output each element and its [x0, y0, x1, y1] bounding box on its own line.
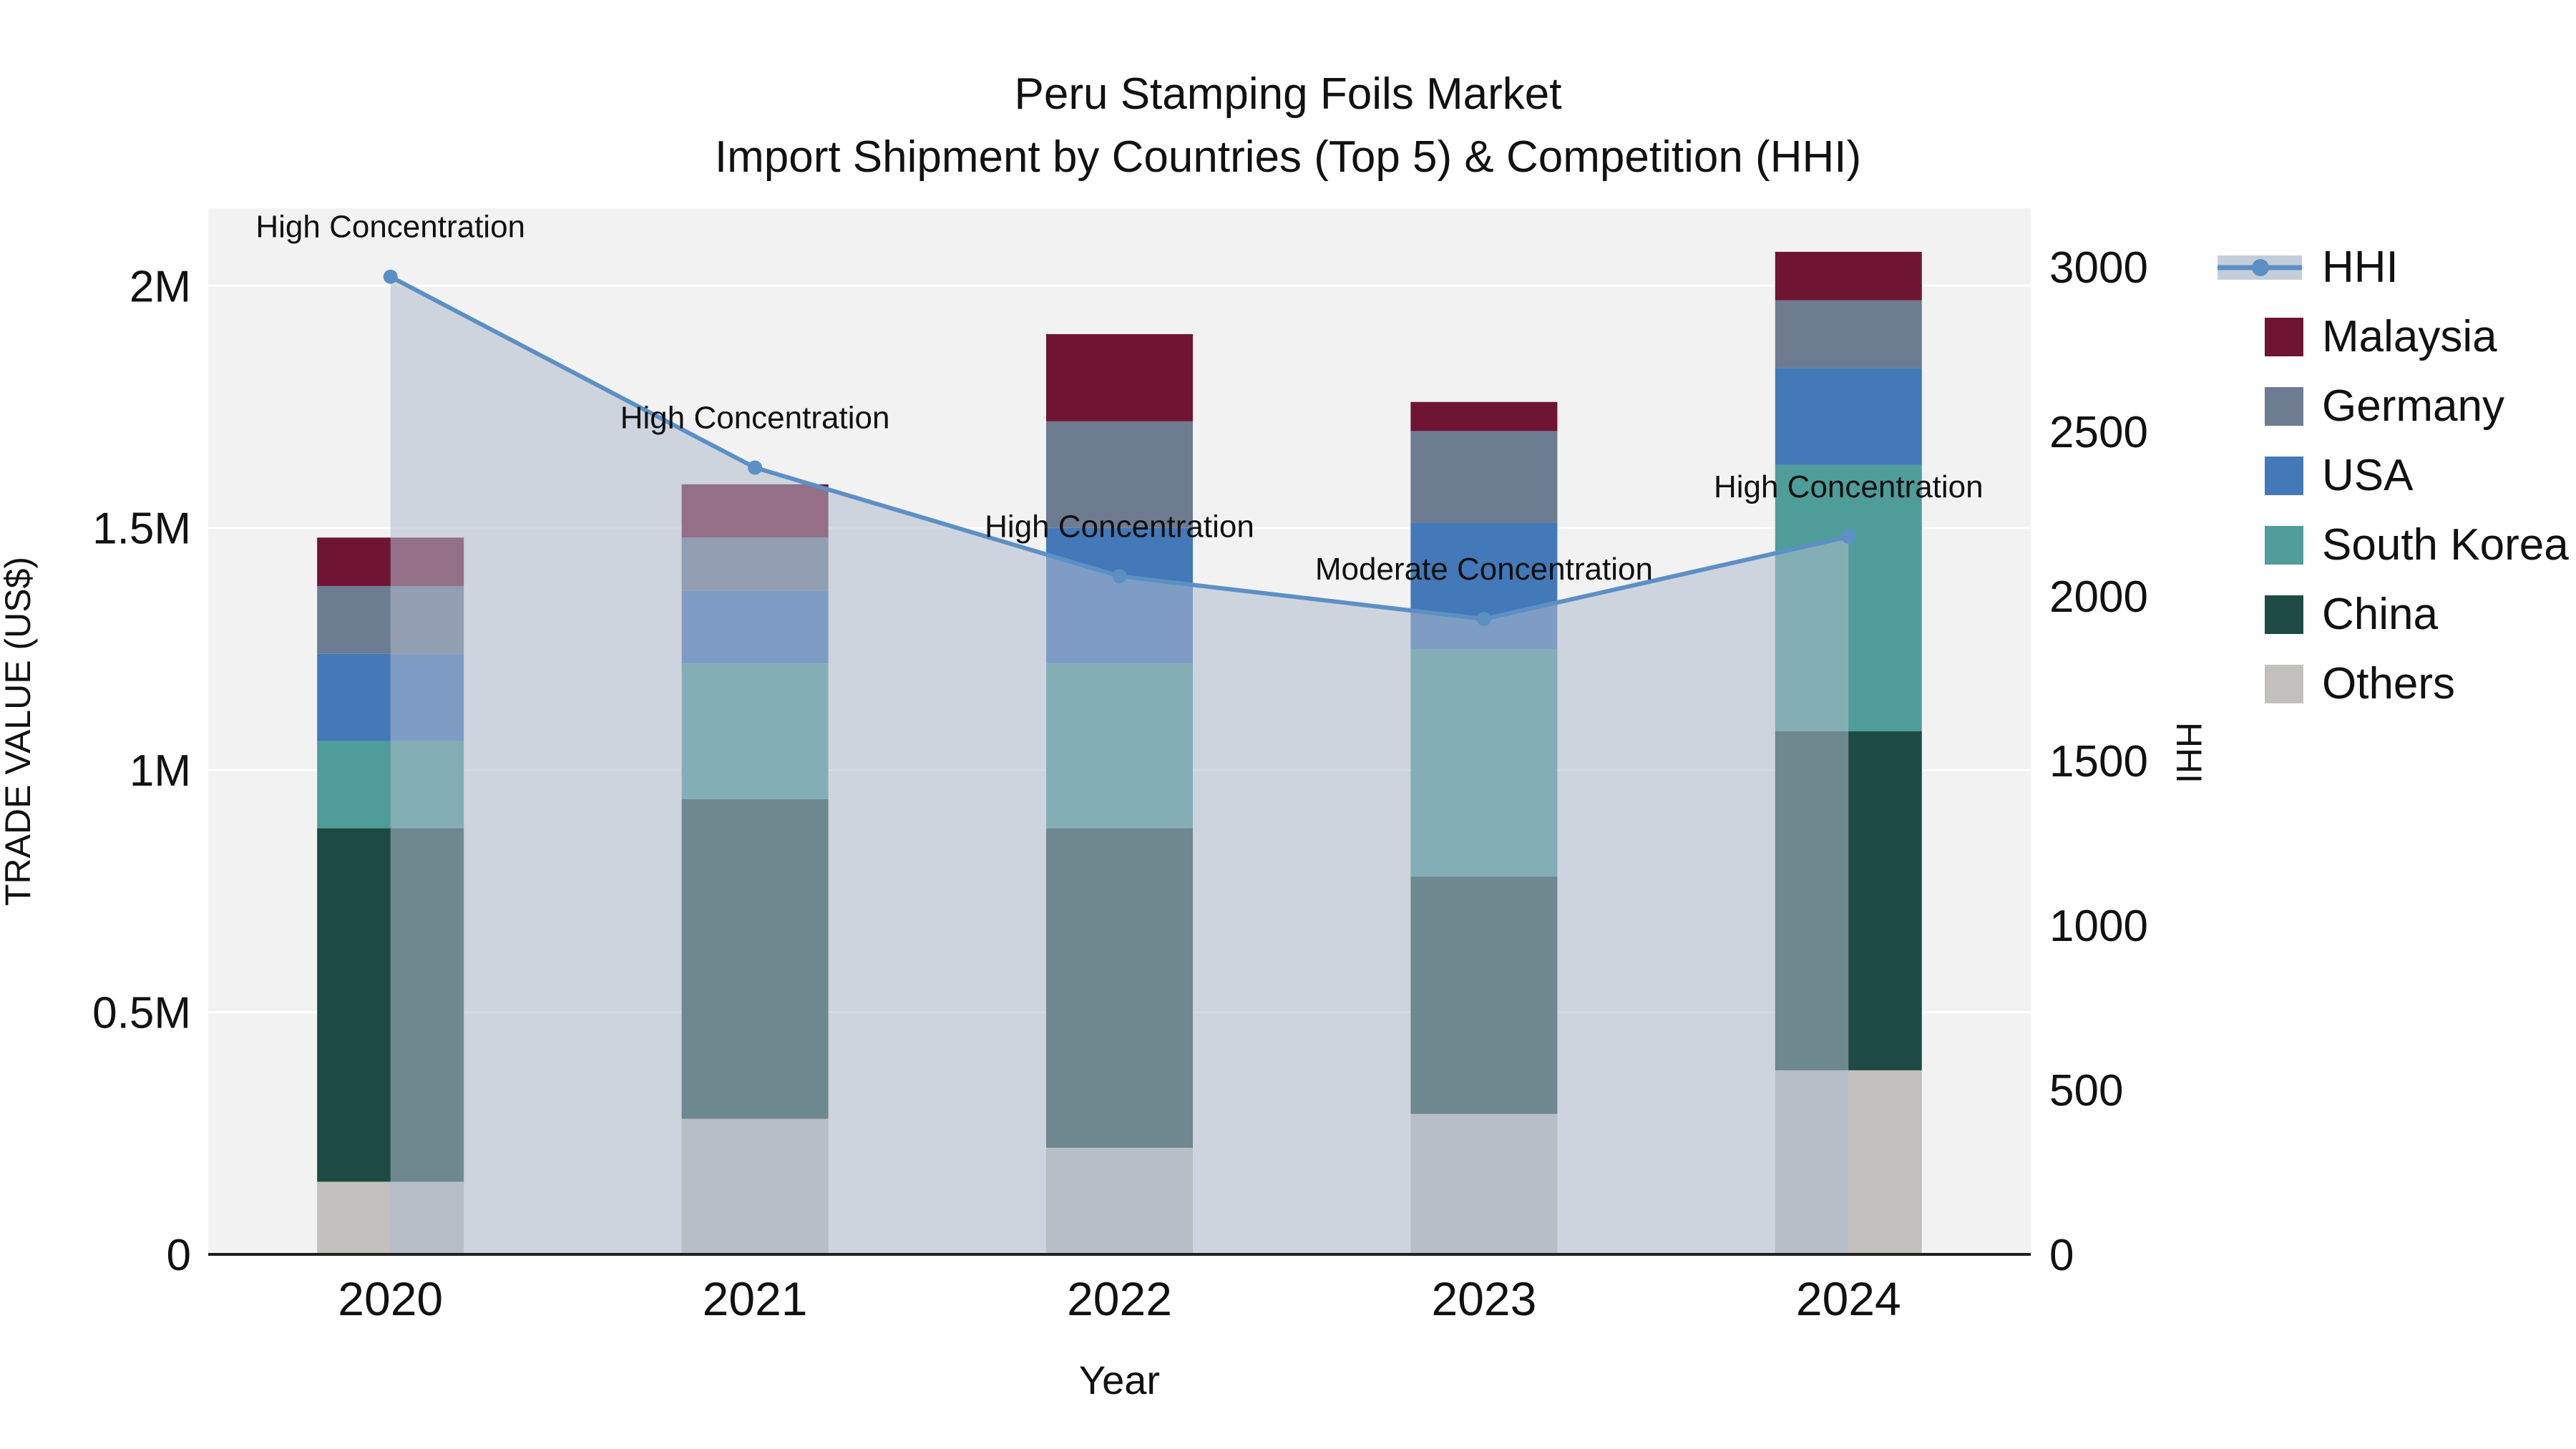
- annotation-2022: High Concentration: [985, 509, 1254, 544]
- bar-segment-usa-2024: [1775, 368, 1922, 465]
- y-right-tick-500: 500: [2049, 1066, 2123, 1116]
- legend-label: South Korea: [2322, 520, 2569, 570]
- legend-item-south-korea[interactable]: South Korea: [2218, 510, 2569, 580]
- y-right-tick-3000: 3000: [2049, 243, 2148, 293]
- bar-segment-malaysia-2022: [1046, 333, 1193, 421]
- annotation-2023: Moderate Concentration: [1315, 552, 1653, 587]
- chart-title: Peru Stamping Foils Market: [1014, 69, 1562, 119]
- annotation-2021: High Concentration: [620, 401, 890, 436]
- x-tick-2021: 2021: [703, 1272, 808, 1325]
- x-tick-2024: 2024: [1796, 1272, 1901, 1325]
- y-left-tick-1M: 1M: [130, 746, 191, 796]
- y-left-axis-title: TRADE VALUE (US$): [0, 557, 38, 906]
- hhi-marker-2020: [383, 269, 398, 284]
- y-right-axis-title: HHI: [2169, 722, 2209, 784]
- legend-label: China: [2322, 590, 2438, 639]
- legend-item-china[interactable]: China: [2218, 580, 2569, 649]
- chart-subtitle: Import Shipment by Countries (Top 5) & C…: [714, 132, 1862, 182]
- chart-title-block: Peru Stamping Foils Market Import Shipme…: [0, 63, 2576, 189]
- y-right-tick-2500: 2500: [2049, 408, 2148, 457]
- color-swatch-icon: [2218, 385, 2303, 428]
- bar-segment-germany-2022: [1046, 421, 1193, 528]
- hhi-line-legend-icon: [2218, 246, 2303, 289]
- bar-segment-germany-2023: [1410, 431, 1558, 523]
- legend-label: HHI: [2322, 243, 2399, 292]
- bar-segment-malaysia-2024: [1775, 251, 1922, 301]
- y-left-tick-2M: 2M: [130, 262, 191, 311]
- hhi-marker-2024: [1841, 530, 1856, 545]
- color-swatch-icon: [2218, 316, 2303, 358]
- legend-item-others[interactable]: Others: [2218, 649, 2569, 718]
- y-left-tick-0.5M: 0.5M: [92, 989, 191, 1038]
- annotation-2024: High Concentration: [1714, 469, 1984, 504]
- y-right-tick-1000: 1000: [2049, 902, 2148, 951]
- legend-item-usa[interactable]: USA: [2218, 441, 2569, 510]
- x-axis-title: Year: [1079, 1357, 1160, 1402]
- x-tick-2020: 2020: [338, 1272, 443, 1325]
- color-swatch-icon: [2218, 524, 2303, 567]
- y-right-tick-0: 0: [2049, 1231, 2074, 1280]
- bar-segment-germany-2024: [1775, 300, 1922, 369]
- annotation-2020: High Concentration: [255, 210, 525, 245]
- hhi-area-fill: [390, 276, 1849, 1254]
- legend-label: Malaysia: [2322, 312, 2497, 361]
- legend-item-germany[interactable]: Germany: [2218, 371, 2569, 441]
- legend-label: Germany: [2322, 381, 2504, 431]
- color-swatch-icon: [2218, 663, 2303, 706]
- x-tick-2022: 2022: [1067, 1272, 1172, 1325]
- color-swatch-icon: [2218, 593, 2303, 636]
- x-tick-2023: 2023: [1431, 1272, 1536, 1325]
- legend-item-malaysia[interactable]: Malaysia: [2218, 302, 2569, 371]
- legend: HHI Malaysia Germany USA South Korea China Oth…: [2218, 233, 2569, 718]
- y-right-tick-2000: 2000: [2049, 572, 2148, 622]
- legend-label: Others: [2322, 659, 2456, 708]
- hhi-marker-2021: [748, 460, 763, 475]
- y-left-tick-1.5M: 1.5M: [92, 504, 191, 554]
- legend-item-hhi[interactable]: HHI: [2218, 233, 2569, 302]
- hhi-marker-2023: [1476, 612, 1491, 627]
- hhi-marker-2022: [1112, 569, 1127, 584]
- legend-label: USA: [2322, 451, 2414, 500]
- y-left-tick-0: 0: [167, 1231, 191, 1280]
- y-right-tick-1500: 1500: [2049, 737, 2148, 786]
- bar-segment-malaysia-2023: [1410, 401, 1558, 431]
- color-swatch-icon: [2218, 454, 2303, 497]
